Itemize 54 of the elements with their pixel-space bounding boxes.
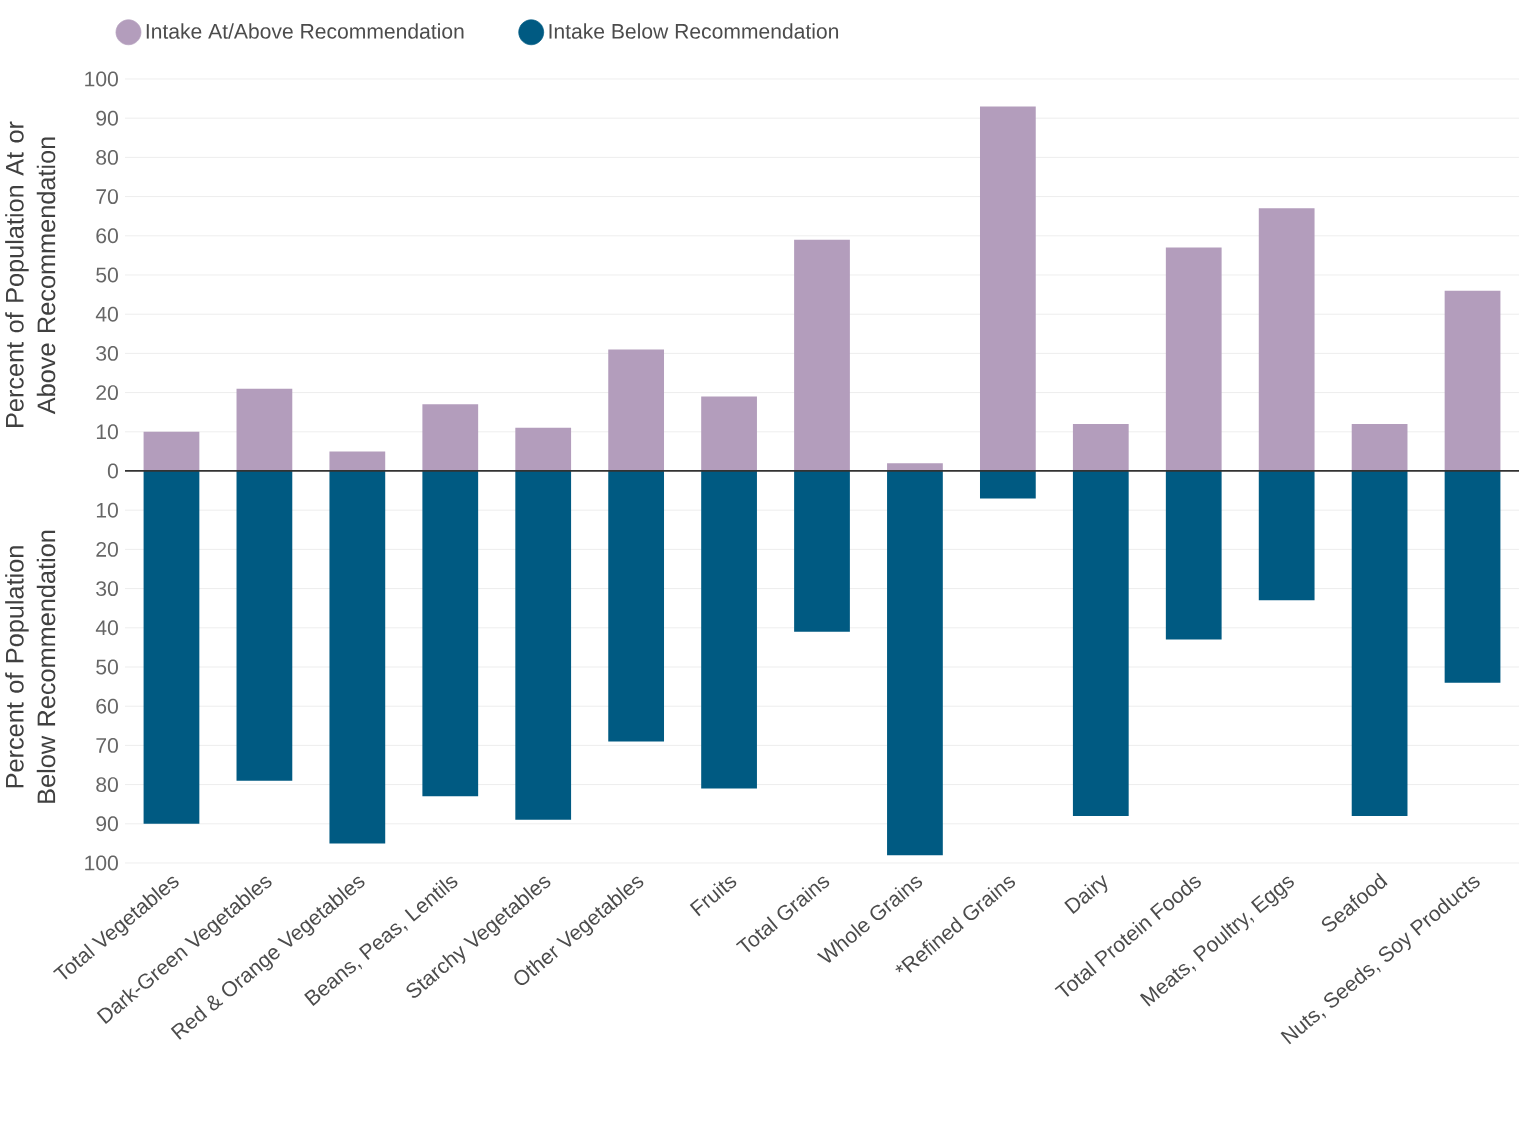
bar — [701, 470, 757, 789]
y-tick-label: 20 — [96, 385, 118, 401]
bar — [1072, 470, 1129, 816]
y-tick-label: 80 — [96, 149, 118, 165]
bar — [515, 427, 572, 471]
legend-label: Intake Below Recommendation — [549, 23, 839, 39]
bar — [515, 470, 572, 820]
y-tick-label: 30 — [96, 581, 118, 597]
bar — [1258, 208, 1315, 471]
bar — [143, 431, 200, 471]
y-tick-label: 10 — [96, 502, 118, 518]
bar — [1351, 423, 1408, 471]
bar — [1444, 470, 1501, 683]
bar — [887, 470, 943, 856]
bar — [794, 239, 850, 471]
y-tick-label: 30 — [96, 345, 118, 361]
bar — [329, 451, 386, 471]
y-tick-label: 90 — [96, 110, 118, 126]
text: Percent of Population Below Recommendation — [5, 530, 56, 803]
y-axis-title: Percent of Population At or Above Recommendation — [5, 121, 56, 427]
bar — [608, 470, 665, 742]
y-tick-label: 10 — [96, 424, 118, 440]
y-tick-label: 100 — [85, 71, 118, 87]
legend-label: Intake At/Above Recommendation — [146, 23, 464, 39]
bar — [1165, 247, 1222, 471]
y-tick-label: 60 — [96, 228, 118, 244]
y-tick-label: 20 — [96, 541, 118, 557]
bar — [422, 470, 479, 797]
y-tick-label: 50 — [96, 659, 118, 675]
bar — [236, 470, 293, 781]
y-tick-label: 80 — [96, 777, 118, 793]
y-tick-label: 100 — [85, 855, 118, 871]
bar — [143, 470, 200, 824]
bar — [236, 388, 293, 471]
y-tick-label: 40 — [95, 620, 118, 636]
bar — [329, 470, 386, 844]
bar — [701, 396, 757, 471]
bar — [1258, 470, 1315, 601]
bar — [1351, 470, 1408, 816]
bar — [979, 106, 1036, 471]
y-tick-label: 90 — [96, 816, 118, 832]
y-tick-label: 0 — [107, 463, 118, 479]
bar — [794, 470, 850, 632]
bar — [1165, 470, 1222, 640]
bar — [422, 404, 479, 471]
y-tick-label: 60 — [96, 698, 118, 714]
bar — [1072, 423, 1129, 471]
y-tick-label: 40 — [95, 306, 118, 322]
y-tick-label: 50 — [96, 267, 118, 283]
y-tick-label: 70 — [96, 737, 118, 753]
y-tick-label: 70 — [96, 189, 118, 205]
bar — [979, 470, 1036, 499]
bar — [608, 349, 665, 471]
bar — [1444, 290, 1501, 471]
